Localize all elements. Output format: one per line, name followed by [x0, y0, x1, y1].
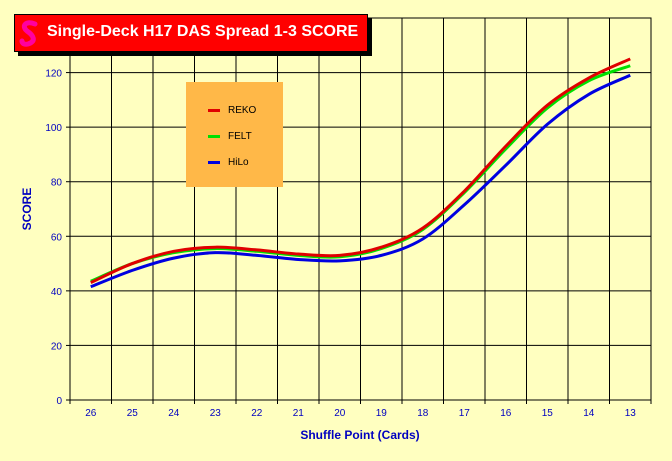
x-tick-label: 13 [625, 408, 637, 419]
x-tick-label: 26 [85, 408, 97, 419]
x-tick-label: 25 [127, 408, 139, 419]
x-tick-label: 24 [168, 408, 180, 419]
legend-swatch [208, 108, 220, 112]
logo-icon [19, 20, 38, 47]
legend-item-felt: FELT [208, 129, 252, 143]
y-tick-label: 0 [56, 396, 62, 407]
y-tick-label: 40 [51, 287, 63, 298]
x-axis-ticks: 26 25 24 23 22 21 20 19 18 17 16 15 14 13 [69, 400, 652, 419]
legend-label: FELT [228, 130, 252, 142]
legend-swatch [208, 160, 220, 164]
x-tick-label: 19 [376, 408, 388, 419]
x-axis-label: Shuffle Point (Cards) [300, 428, 419, 442]
title-box: Single-Deck H17 DAS Spread 1-3 SCORE [14, 14, 368, 52]
legend-item-reko: REKO [208, 103, 256, 117]
y-tick-label: 100 [45, 123, 62, 134]
legend-item-hilo: HiLo [208, 155, 249, 169]
x-tick-label: 20 [334, 408, 346, 419]
legend-swatch [208, 134, 220, 138]
grid-lines [70, 17, 651, 400]
x-tick-label: 15 [542, 408, 554, 419]
y-tick-label: 60 [51, 232, 63, 243]
y-axis-ticks: 020406080100120140 [45, 14, 70, 407]
series-lines [90, 57, 631, 289]
chart-title: Single-Deck H17 DAS Spread 1-3 SCORE [47, 23, 359, 40]
y-tick-label: 120 [45, 69, 62, 80]
legend: REKO FELT HiLo [186, 82, 283, 187]
x-tick-label: 14 [583, 408, 595, 419]
y-axis-label: SCORE [20, 188, 34, 231]
y-tick-label: 80 [51, 178, 63, 189]
x-tick-label: 17 [459, 408, 471, 419]
y-tick-label: 20 [51, 341, 63, 352]
x-tick-label: 22 [251, 408, 263, 419]
series-line-reko [90, 57, 631, 285]
x-tick-label: 21 [293, 408, 305, 419]
legend-label: HiLo [228, 156, 249, 168]
x-tick-label: 18 [417, 408, 429, 419]
x-tick-label: 23 [210, 408, 222, 419]
series-line-hilo [90, 73, 631, 289]
x-tick-label: 16 [500, 408, 512, 419]
legend-label: REKO [228, 104, 257, 116]
